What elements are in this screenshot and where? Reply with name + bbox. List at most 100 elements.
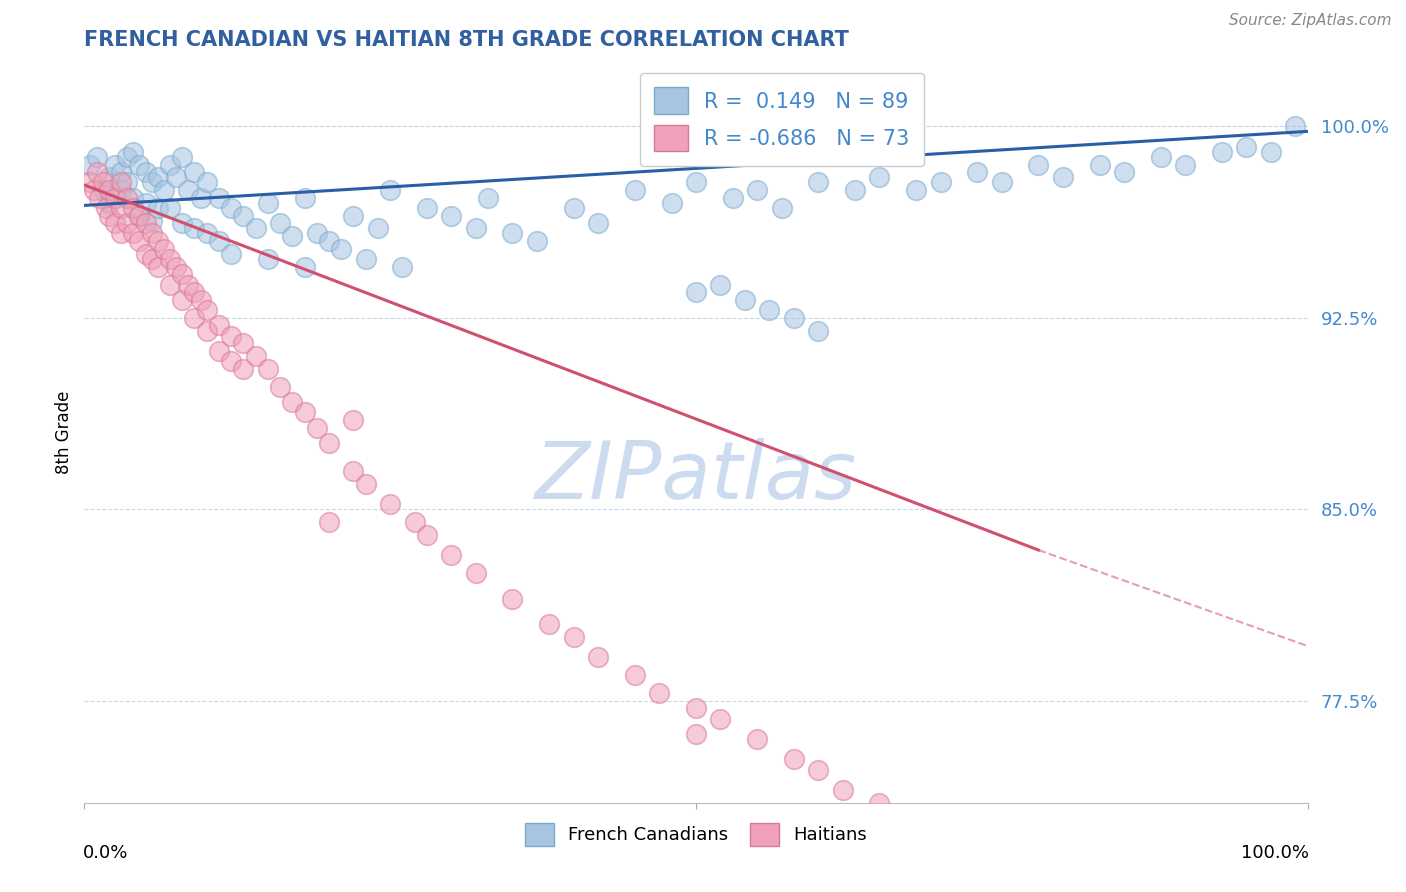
Point (172, 293, 194, 307)
Point (709, 712, 731, 726)
Point (747, 183, 769, 197)
Point (135, 247, 157, 261)
Point (86, 150, 108, 164)
Point (685, 176, 707, 190)
Point (172, 268, 194, 282)
Point (219, 247, 242, 261)
Point (245, 349, 267, 363)
Point (281, 229, 304, 244)
Point (135, 195, 157, 210)
Point (562, 630, 585, 644)
Point (159, 201, 181, 215)
Point (190, 191, 212, 205)
Point (195, 303, 218, 318)
Point (440, 209, 463, 223)
Point (1174, 157, 1197, 171)
Point (245, 221, 267, 235)
Y-axis label: 8th Grade: 8th Grade (55, 391, 73, 475)
Point (208, 234, 231, 248)
Point (165, 170, 187, 185)
Point (380, 497, 402, 511)
Point (128, 157, 150, 171)
Point (183, 285, 205, 300)
Point (97, 183, 120, 197)
Point (709, 277, 731, 292)
Point (685, 727, 707, 741)
Point (538, 617, 561, 632)
Point (79, 176, 101, 190)
Point (146, 170, 169, 185)
Point (747, 731, 769, 746)
Point (330, 242, 353, 256)
Point (685, 285, 707, 300)
Point (183, 310, 205, 325)
Point (661, 195, 683, 210)
Point (869, 796, 891, 810)
Point (86, 165, 108, 179)
Point (128, 209, 150, 223)
Point (97, 195, 120, 210)
Point (844, 183, 866, 197)
Point (342, 209, 364, 223)
Point (257, 195, 280, 210)
Point (195, 176, 218, 190)
Point (502, 591, 524, 606)
Point (104, 216, 127, 230)
Point (115, 176, 138, 190)
Point (807, 763, 830, 777)
Point (208, 343, 231, 358)
Point (135, 165, 157, 179)
Point (721, 191, 744, 205)
Point (97, 209, 120, 223)
Point (104, 191, 127, 205)
Point (416, 201, 439, 215)
Point (416, 527, 439, 541)
Point (153, 183, 176, 197)
Point (269, 379, 291, 393)
Point (685, 701, 707, 715)
Point (477, 191, 499, 205)
Point (562, 201, 585, 215)
Point (96, 201, 118, 215)
Point (257, 361, 280, 376)
Text: 100.0%: 100.0% (1241, 844, 1309, 862)
Point (183, 165, 205, 179)
Point (305, 227, 328, 241)
Point (104, 157, 127, 171)
Point (831, 783, 853, 797)
Point (1114, 165, 1136, 179)
Point (342, 464, 364, 478)
Point (153, 242, 176, 256)
Point (367, 221, 389, 235)
Point (624, 668, 647, 682)
Point (281, 395, 304, 409)
Point (1088, 157, 1111, 171)
Point (177, 183, 200, 197)
Point (624, 183, 647, 197)
Point (122, 145, 145, 159)
Point (172, 150, 194, 164)
Point (110, 176, 132, 190)
Point (257, 252, 280, 266)
Point (219, 201, 242, 215)
Point (526, 234, 548, 248)
Point (177, 277, 200, 292)
Point (190, 293, 212, 307)
Point (183, 221, 205, 235)
Point (869, 170, 891, 185)
Point (208, 318, 231, 333)
Text: Source: ZipAtlas.com: Source: ZipAtlas.com (1229, 13, 1392, 29)
Point (146, 201, 169, 215)
Point (208, 191, 231, 205)
Point (770, 201, 793, 215)
Point (342, 413, 364, 427)
Point (905, 183, 928, 197)
Point (318, 515, 340, 529)
Point (929, 176, 952, 190)
Point (464, 221, 486, 235)
Point (586, 650, 609, 665)
Point (232, 209, 254, 223)
Point (1211, 145, 1233, 159)
Point (807, 176, 830, 190)
Point (294, 191, 316, 205)
